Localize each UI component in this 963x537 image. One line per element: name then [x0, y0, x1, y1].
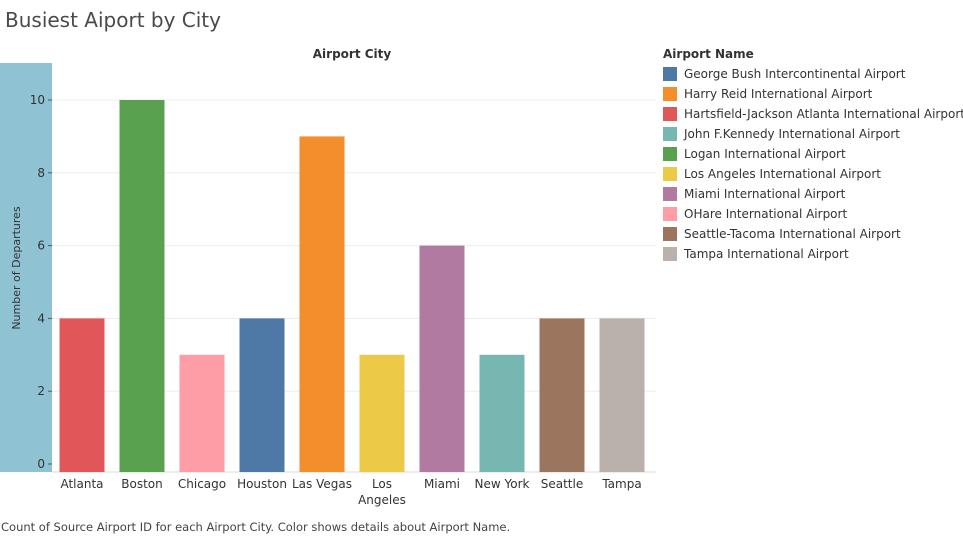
legend-item[interactable]: Logan International Airport: [663, 144, 963, 164]
x-tick-label: Tampa: [601, 477, 641, 491]
bar-chart: Airport City Number of Departures 0 2 4 6 8 1…: [0, 47, 656, 507]
legend-swatch: [663, 247, 677, 261]
legend-label: Harry Reid International Airport: [684, 87, 873, 101]
legend-swatch: [663, 207, 677, 221]
legend-swatch: [663, 167, 677, 181]
legend-label: Los Angeles International Airport: [684, 167, 881, 181]
legend-item[interactable]: Miami International Airport: [663, 184, 963, 204]
legend-label: Miami International Airport: [684, 187, 846, 201]
legend-swatch: [663, 127, 677, 141]
x-tick-label: Miami: [424, 477, 460, 491]
bar-boston[interactable]: [119, 100, 165, 472]
x-tick-label: Las Vegas: [292, 477, 352, 491]
x-tick-label: Seattle: [541, 477, 583, 491]
bar-houston[interactable]: [239, 318, 285, 472]
legend-item[interactable]: Harry Reid International Airport: [663, 84, 963, 104]
x-tick-labels: Atlanta Boston Chicago Houston Las Vegas Los A…: [60, 477, 641, 507]
y-tick-label: 2: [37, 384, 45, 398]
y-tick-label: 0: [37, 457, 45, 471]
legend-title: Airport Name: [663, 47, 754, 61]
y-axis-band[interactable]: [0, 63, 52, 472]
legend-label: OHare International Airport: [684, 207, 848, 221]
legend-label: Logan International Airport: [684, 147, 846, 161]
legend-item[interactable]: OHare International Airport: [663, 204, 963, 224]
bar-tampa[interactable]: [599, 318, 645, 472]
legend-swatch: [663, 87, 677, 101]
legend-items: George Bush Intercontinental Airport Harr…: [663, 64, 963, 264]
bar-miami[interactable]: [419, 245, 465, 472]
legend-label: Seattle-Tacoma International Airport: [684, 227, 901, 241]
bars: [59, 100, 645, 472]
legend-swatch: [663, 187, 677, 201]
x-tick-label: Angeles: [358, 493, 406, 507]
chart-caption: Count of Source Airport ID for each Airp…: [1, 520, 511, 534]
y-axis-title: Number of Departures: [10, 206, 23, 330]
chart-title: Busiest Aiport by City: [5, 8, 221, 32]
legend: Airport Name George Bush Intercontinenta…: [663, 46, 963, 264]
x-axis-title: Airport City: [313, 47, 392, 61]
y-tick-label: 10: [30, 93, 45, 107]
bar-los-angeles[interactable]: [359, 354, 405, 472]
legend-swatch: [663, 147, 677, 161]
bar-chicago[interactable]: [179, 354, 225, 472]
legend-item[interactable]: Hartsfield-Jackson Atlanta International…: [663, 104, 963, 124]
legend-swatch: [663, 107, 677, 121]
legend-item[interactable]: John F.Kennedy International Airport: [663, 124, 963, 144]
y-tick-label: 6: [37, 239, 45, 253]
legend-item[interactable]: Tampa International Airport: [663, 244, 963, 264]
legend-label: Hartsfield-Jackson Atlanta International…: [684, 107, 963, 121]
x-tick-label: Atlanta: [60, 477, 103, 491]
bar-las-vegas[interactable]: [299, 136, 345, 472]
bar-new-york[interactable]: [479, 354, 525, 472]
x-tick-label: New York: [475, 477, 530, 491]
legend-item[interactable]: Seattle-Tacoma International Airport: [663, 224, 963, 244]
legend-label: John F.Kennedy International Airport: [684, 127, 900, 141]
legend-swatch: [663, 227, 677, 241]
x-tick-label: Houston: [237, 477, 287, 491]
x-tick-label: Chicago: [178, 477, 226, 491]
x-tick-label: Los: [372, 477, 392, 491]
y-tick-label: 4: [37, 311, 45, 325]
x-tick-label: Boston: [121, 477, 162, 491]
y-tick-labels: 0 2 4 6 8 10: [30, 93, 52, 471]
legend-label: George Bush Intercontinental Airport: [684, 67, 906, 81]
y-tick-label: 8: [37, 166, 45, 180]
legend-item[interactable]: George Bush Intercontinental Airport: [663, 64, 963, 84]
legend-label: Tampa International Airport: [684, 247, 849, 261]
bar-seattle[interactable]: [539, 318, 585, 472]
legend-swatch: [663, 67, 677, 81]
bar-atlanta[interactable]: [59, 318, 105, 472]
legend-item[interactable]: Los Angeles International Airport: [663, 164, 963, 184]
